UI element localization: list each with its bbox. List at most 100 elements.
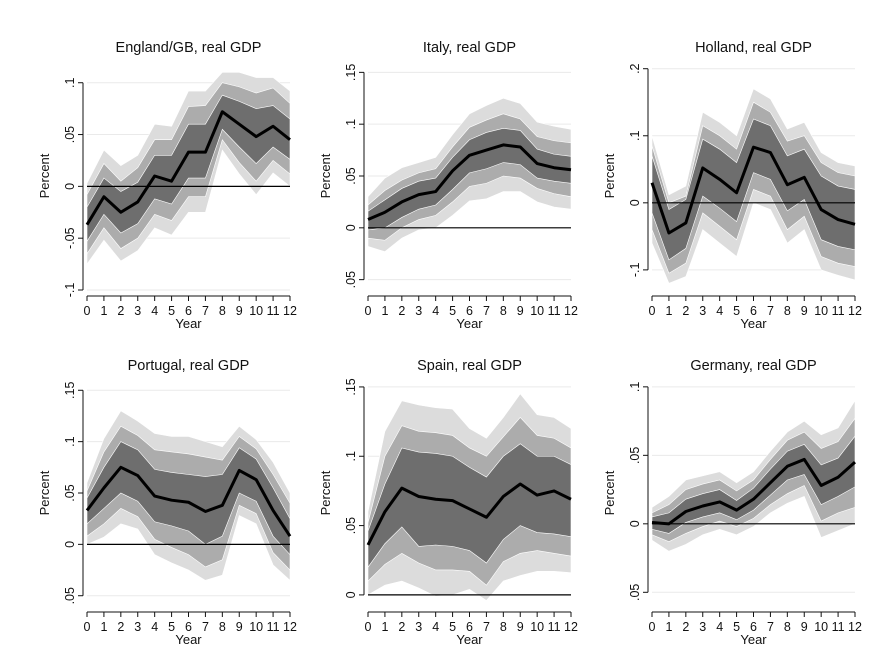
chart-title: Spain, real GDP	[417, 358, 522, 374]
x-tick-label: 0	[84, 304, 91, 318]
y-tick-label: 0	[628, 199, 642, 206]
chart-title: Portugal, real GDP	[128, 358, 250, 374]
x-tick-label: 7	[483, 304, 490, 318]
x-tick-label: 8	[784, 304, 791, 318]
x-tick-label: 1	[100, 620, 107, 634]
x-tick-label: 6	[185, 304, 192, 318]
x-tick-label: 7	[483, 620, 490, 634]
y-tick-label: 0	[63, 183, 77, 190]
y-tick-label: 0	[628, 520, 642, 527]
x-tick-label: 11	[832, 620, 845, 634]
x-tick-label: 12	[283, 620, 297, 634]
y-tick-label: -.1	[63, 283, 77, 298]
y-tick-label: 0	[344, 224, 358, 231]
x-tick-label: 7	[202, 304, 209, 318]
confidence-band-inner	[651, 118, 856, 261]
x-tick-label: 4	[432, 620, 439, 634]
x-tick-label: 5	[733, 304, 740, 318]
x-tick-label: 5	[733, 620, 740, 634]
chart-panel-1: -.1-.050.05.10 1 2 3 4 5 6 7 8 9 10 11 12England/GB,…	[37, 40, 297, 331]
chart-title: Italy, real GDP	[423, 40, 516, 56]
x-tick-label: 1	[381, 620, 388, 634]
y-tick-label: .05	[344, 517, 358, 534]
y-axis-label: Percent	[318, 153, 333, 198]
y-axis-label: Percent	[37, 153, 52, 198]
x-tick-label: 10	[530, 620, 544, 634]
x-tick-label: 7	[202, 620, 209, 634]
x-tick-label: 6	[466, 304, 473, 318]
x-tick-label: 3	[699, 304, 706, 318]
y-tick-label: .15	[344, 64, 358, 81]
x-tick-label: 1	[381, 304, 388, 318]
x-axis-label: Year	[740, 316, 767, 331]
x-axis-label: Year	[175, 316, 202, 331]
x-tick-label: 3	[415, 620, 422, 634]
x-tick-label: 9	[517, 304, 524, 318]
x-tick-label: 4	[716, 620, 723, 634]
y-tick-label: .05	[63, 587, 77, 604]
x-tick-label: 8	[219, 620, 226, 634]
y-tick-label: -.1	[628, 263, 642, 278]
y-tick-label: .15	[63, 382, 77, 399]
y-axis-label: Percent	[602, 153, 617, 198]
x-tick-label: 7	[767, 304, 774, 318]
y-tick-label: .05	[628, 584, 642, 601]
x-tick-label: 4	[716, 304, 723, 318]
x-tick-label: 6	[750, 620, 757, 634]
x-tick-label: 8	[500, 620, 507, 634]
y-axis-label: Percent	[318, 470, 333, 515]
x-tick-label: 10	[249, 620, 263, 634]
x-tick-label: 12	[283, 304, 297, 318]
x-tick-label: 9	[801, 304, 808, 318]
x-tick-label: 10	[530, 304, 544, 318]
x-tick-label: 4	[151, 304, 158, 318]
x-tick-label: 5	[168, 304, 175, 318]
x-tick-label: 3	[134, 304, 141, 318]
x-tick-label: 6	[750, 304, 757, 318]
x-tick-label: 8	[784, 620, 791, 634]
x-tick-label: 2	[117, 304, 124, 318]
x-tick-label: 9	[801, 620, 808, 634]
y-tick-label: .05	[63, 484, 77, 501]
x-tick-label: 11	[832, 304, 845, 318]
x-tick-label: 7	[767, 620, 774, 634]
x-tick-label: 11	[267, 620, 280, 634]
series-line	[85, 465, 292, 537]
x-tick-label: 10	[814, 304, 828, 318]
y-tick-label: .1	[344, 119, 358, 129]
x-tick-label: 5	[168, 620, 175, 634]
x-tick-label: 3	[415, 304, 422, 318]
y-tick-label: .1	[63, 436, 77, 446]
x-tick-label: 12	[564, 620, 578, 634]
x-tick-label: 1	[100, 304, 107, 318]
x-tick-label: 2	[398, 304, 405, 318]
chart-title: England/GB, real GDP	[116, 40, 262, 56]
x-tick-label: 8	[219, 304, 226, 318]
x-tick-label: 11	[267, 304, 280, 318]
x-tick-label: 9	[236, 620, 243, 634]
chart-title: Holland, real GDP	[695, 40, 812, 56]
y-tick-label: -.05	[63, 227, 77, 249]
x-tick-label: 0	[84, 620, 91, 634]
x-tick-label: 0	[649, 304, 656, 318]
series-line	[85, 110, 291, 226]
y-tick-label: .1	[344, 451, 358, 461]
x-tick-label: 2	[398, 620, 405, 634]
x-tick-label: 0	[365, 620, 372, 634]
confidence-band-inner	[367, 443, 572, 569]
x-tick-label: 8	[500, 304, 507, 318]
x-tick-label: 12	[848, 304, 862, 318]
x-tick-label: 0	[365, 304, 372, 318]
y-axis-label: Percent	[37, 470, 52, 515]
x-axis-label: Year	[456, 316, 483, 331]
x-tick-label: 5	[449, 304, 456, 318]
x-tick-label: 3	[699, 620, 706, 634]
series-line	[650, 145, 856, 235]
x-tick-label: 10	[249, 304, 263, 318]
y-tick-label: .05	[628, 447, 642, 464]
